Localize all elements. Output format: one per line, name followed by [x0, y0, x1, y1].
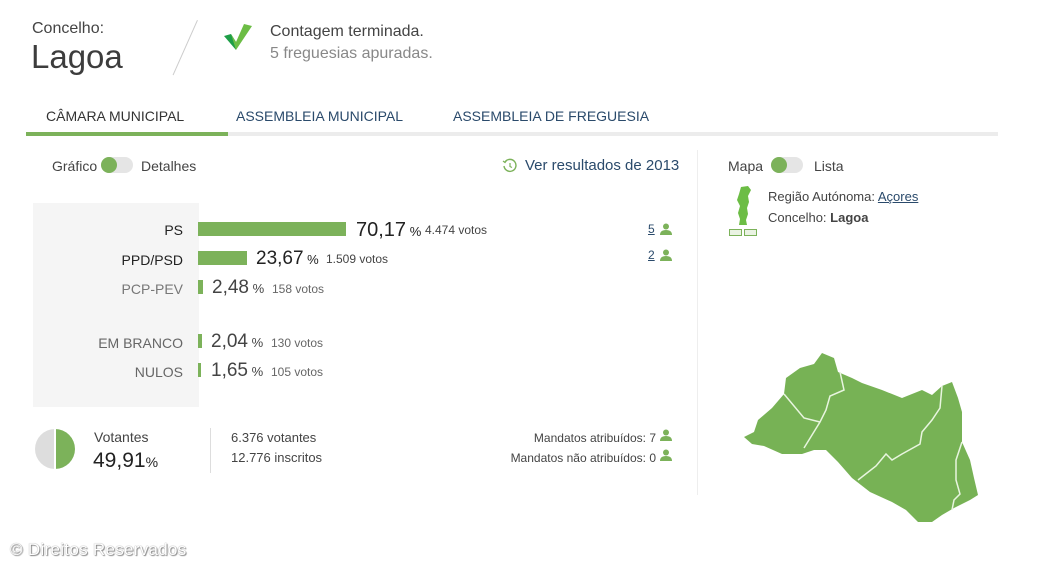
vote-count: 158 votos: [272, 282, 325, 296]
tab-assembleia-freguesia[interactable]: ASSEMBLEIA DE FREGUESIA: [453, 108, 650, 124]
active-tab-indicator: [26, 132, 228, 136]
vote-count: 105 votos: [271, 365, 324, 379]
pie-divider: [54, 429, 56, 469]
list-label: Lista: [814, 158, 844, 174]
turnout-label: Votantes: [94, 429, 149, 445]
vote-bar: [198, 334, 202, 348]
vote-count: 1.509 votos: [326, 252, 389, 266]
mandates-unassigned: Mandatos não atribuídos: 0: [510, 451, 656, 465]
registered-count: 12.776 inscritos: [231, 450, 323, 465]
county-label: Concelho:: [32, 20, 105, 37]
vote-percentage: 2,04: [211, 331, 248, 352]
previous-results-link[interactable]: Ver resultados de 2013: [525, 157, 680, 174]
graph-label: Gráfico: [52, 158, 98, 174]
count-status: Contagem terminada.: [270, 23, 424, 40]
percent-sign: %: [251, 364, 264, 379]
mandates-link[interactable]: 2: [648, 248, 655, 262]
party-name: PCP-PEV: [121, 281, 183, 297]
party-name: EM BRANCO: [98, 335, 183, 351]
person-icon: [660, 249, 672, 261]
party-label-panel: [33, 203, 199, 407]
party-name: PPD/PSD: [121, 252, 183, 268]
party-name: PS: [164, 222, 183, 238]
voters-count: 6.376 votantes: [231, 430, 317, 445]
vote-bar: [198, 222, 346, 236]
history-icon: [502, 158, 517, 172]
mandates-link[interactable]: 5: [648, 222, 655, 236]
map-list-toggle[interactable]: [771, 157, 803, 173]
vote-bar: [198, 363, 201, 377]
vote-percentage: 1,65: [211, 360, 248, 381]
county-name: Lagoa: [31, 38, 123, 75]
vote-count: 4.474 votos: [425, 223, 488, 237]
election-tabs: CÂMARA MUNICIPAL ASSEMBLEIA MUNICIPAL AS…: [26, 96, 998, 136]
percent-sign: %: [145, 454, 159, 470]
person-icon: [660, 449, 672, 461]
portugal-map-icon[interactable]: [735, 186, 753, 226]
region-line: Região Autónoma: Açores: [768, 189, 918, 204]
mandates-assigned: Mandatos atribuídos: 7: [533, 431, 656, 445]
header-divider: [172, 20, 198, 76]
check-icon: [224, 24, 252, 50]
party-name: NULOS: [134, 364, 183, 380]
person-icon: [660, 223, 672, 235]
percent-sign: %: [251, 335, 264, 350]
tab-camara-municipal[interactable]: CÂMARA MUNICIPAL: [46, 108, 185, 124]
details-label: Detalhes: [141, 158, 197, 174]
vote-bar: [198, 280, 203, 294]
turnout-divider: [210, 428, 211, 473]
view-toggle[interactable]: [101, 157, 133, 173]
panel-divider: [697, 150, 698, 495]
vote-percentage: 23,67: [256, 248, 304, 269]
percent-sign: %: [307, 252, 319, 267]
county-line-value: Lagoa: [830, 210, 869, 225]
turnout-value: 49,91: [93, 449, 146, 472]
percent-sign: %: [252, 281, 265, 296]
county-line-label: Concelho:: [768, 210, 827, 225]
copyright-watermark: © Direitos Reservados: [10, 540, 187, 559]
percent-sign: %: [409, 224, 422, 239]
turnout-percentage: 49,91%: [93, 449, 158, 473]
region-link[interactable]: Açores: [877, 189, 919, 204]
vote-bar: [198, 251, 247, 265]
person-icon: [660, 429, 672, 441]
toggle-knob: [771, 157, 787, 173]
parishes-counted: 5 freguesias apuradas.: [270, 45, 433, 62]
region-label: Região Autónoma:: [768, 189, 875, 204]
vote-percentage: 70,17: [356, 219, 407, 241]
toggle-knob: [101, 157, 117, 173]
mainland-button[interactable]: [729, 229, 742, 236]
vote-count: 130 votos: [271, 336, 324, 350]
map-label: Mapa: [728, 158, 764, 174]
tab-assembleia-municipal[interactable]: ASSEMBLEIA MUNICIPAL: [236, 108, 404, 124]
vote-percentage: 2,48: [212, 277, 249, 298]
county-map[interactable]: [742, 350, 980, 525]
county-line: Concelho: Lagoa: [768, 210, 868, 225]
islands-button[interactable]: [744, 229, 757, 236]
